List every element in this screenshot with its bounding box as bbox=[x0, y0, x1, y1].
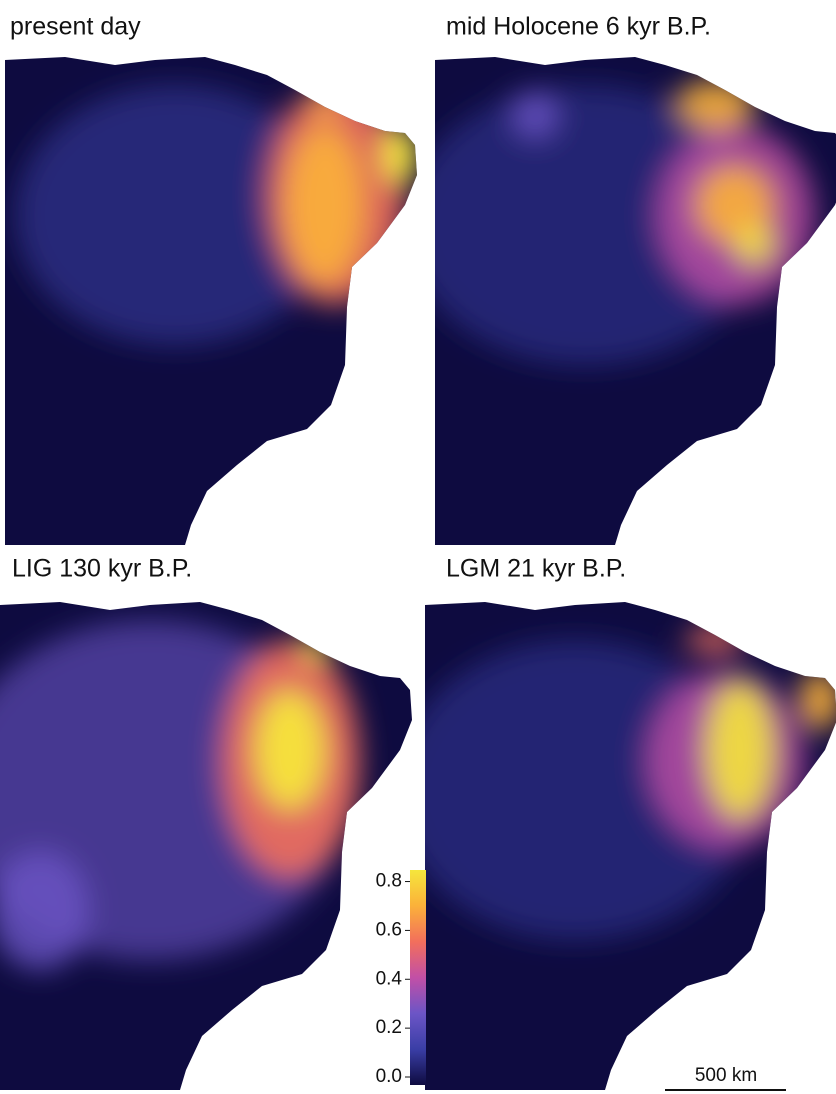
map-panel bbox=[405, 57, 836, 545]
colorbar-tick-label: 0.2 bbox=[376, 1017, 402, 1038]
suitability-area bbox=[510, 90, 560, 140]
colorbar bbox=[410, 870, 426, 1085]
suitability-area bbox=[255, 690, 325, 810]
suitability-area bbox=[285, 125, 365, 285]
map-panel bbox=[5, 57, 418, 545]
suitability-blur bbox=[15, 85, 418, 345]
panel-title: mid Holocene 6 kyr B.P. bbox=[446, 13, 711, 41]
suitability-area bbox=[685, 625, 745, 655]
scale-bar-label: 500 km bbox=[695, 1065, 757, 1086]
colorbar-tick-label: 0.4 bbox=[376, 968, 403, 989]
map-panel bbox=[0, 602, 412, 1090]
figure: present day mid Holocene 6 kyr B.P. LIG … bbox=[0, 0, 836, 1094]
colorbar-tick-label: 0.6 bbox=[376, 919, 402, 940]
suitability-area bbox=[313, 93, 337, 117]
panel-title: LIG 130 kyr B.P. bbox=[12, 555, 192, 583]
panel-title: present day bbox=[10, 13, 141, 41]
map-panel bbox=[395, 602, 836, 1090]
suitability-area bbox=[735, 225, 775, 265]
suitability-area bbox=[382, 125, 418, 185]
colorbar-tick-label: 0.0 bbox=[376, 1066, 402, 1087]
colorbar-tick-label: 0.8 bbox=[376, 871, 402, 892]
suitability-area bbox=[303, 638, 327, 662]
suitability-field bbox=[15, 85, 418, 345]
suitability-area bbox=[675, 80, 755, 130]
panel-title: LGM 21 kyr B.P. bbox=[446, 555, 626, 583]
suitability-area bbox=[705, 680, 775, 820]
